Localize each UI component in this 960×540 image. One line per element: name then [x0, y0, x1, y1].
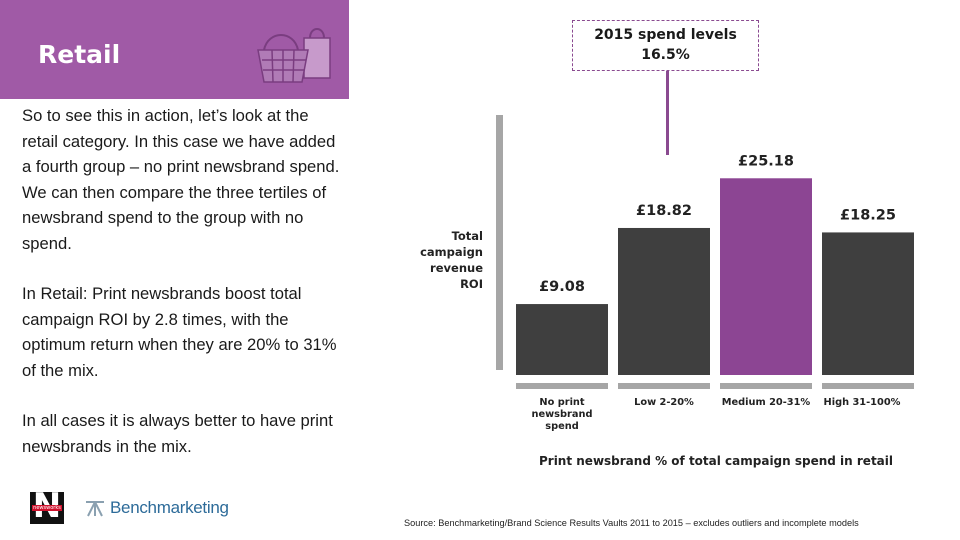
category-label: High 31-100% — [824, 397, 901, 408]
newsworks-logo-tag: newsworks — [32, 505, 62, 511]
body-paragraph: So to see this in action, let’s look at … — [22, 106, 340, 253]
benchmarketing-logo-text: Benchmarketing — [110, 498, 229, 517]
category-label: newsbrand — [532, 409, 593, 420]
category-label: spend — [545, 421, 578, 432]
category-baseline — [618, 383, 710, 389]
spend-levels-callout: 2015 spend levels 16.5% — [572, 20, 759, 71]
y-axis-label-line: campaign — [420, 245, 483, 259]
body-paragraph: In all cases it is always better to have… — [22, 411, 333, 456]
bar-value-label: £18.82 — [636, 203, 692, 219]
bar-value-label: £25.18 — [738, 153, 794, 169]
roi-bar-chart: Total campaign revenue ROI £9.08 No printnews… — [420, 115, 914, 468]
body-paragraph: In Retail: Print newsbrands boost total … — [22, 284, 337, 380]
bar — [822, 232, 914, 375]
page-title: Retail — [38, 40, 121, 69]
source-note: Source: Benchmarketing/Brand Science Res… — [404, 518, 859, 528]
newsworks-logo: N newsworks — [30, 489, 64, 524]
y-axis-label-line: revenue — [430, 261, 483, 275]
bar-value-label: £9.08 — [539, 279, 585, 295]
x-axis-label: Print newsbrand % of total campaign spen… — [539, 454, 893, 468]
bar — [618, 227, 710, 375]
shopping-basket-and-bag-icon — [257, 28, 331, 83]
category-baseline — [516, 383, 608, 389]
benchmarketing-logo: Benchmarketing — [84, 497, 229, 519]
category-baseline — [822, 383, 914, 389]
benchmarketing-mark-icon — [86, 501, 104, 517]
y-axis-label-line: ROI — [460, 277, 483, 291]
callout-connector — [666, 71, 669, 155]
callout-line1: 2015 spend levels — [594, 27, 737, 43]
y-axis-line — [496, 115, 503, 370]
category-baseline — [720, 383, 812, 389]
callout-line2: 16.5% — [641, 47, 690, 63]
category-label: No print — [539, 397, 585, 408]
category-label: Medium 20-31% — [722, 397, 811, 408]
bar — [720, 178, 812, 375]
body-text: So to see this in action, let’s look at … — [22, 103, 344, 459]
bar — [516, 304, 608, 375]
bar-value-label: £18.25 — [840, 207, 896, 223]
category-label: Low 2-20% — [634, 397, 694, 408]
y-axis-label-line: Total — [452, 229, 483, 243]
